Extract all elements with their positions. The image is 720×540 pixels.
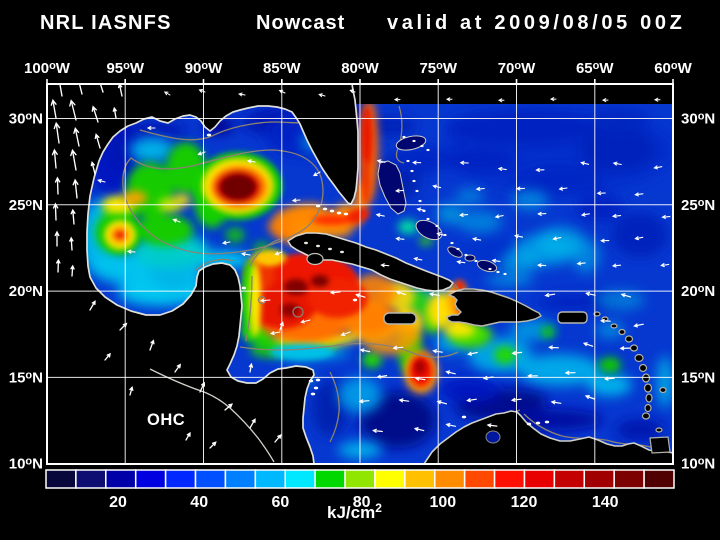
svg-text:120: 120 [511, 494, 538, 511]
svg-text:10oN: 10oN [681, 456, 715, 473]
svg-text:80oW: 80oW [341, 60, 379, 77]
svg-text:90oW: 90oW [185, 60, 223, 77]
svg-text:80: 80 [353, 494, 371, 511]
svg-text:85oW: 85oW [263, 60, 301, 77]
svg-text:70oW: 70oW [498, 60, 536, 77]
svg-text:Nowcast: Nowcast [256, 12, 345, 34]
svg-text:100: 100 [429, 494, 456, 511]
svg-text:30oN: 30oN [681, 111, 715, 128]
svg-text:30oN: 30oN [9, 111, 43, 128]
svg-text:95oW: 95oW [106, 60, 144, 77]
svg-text:140: 140 [592, 494, 619, 511]
svg-text:40: 40 [190, 494, 208, 511]
svg-text:15oN: 15oN [681, 369, 715, 386]
svg-text:10oN: 10oN [9, 456, 43, 473]
svg-text:OHC: OHC [147, 411, 185, 429]
svg-text:25oN: 25oN [681, 197, 715, 214]
svg-text:60: 60 [272, 494, 290, 511]
svg-text:100oW: 100oW [24, 60, 71, 77]
svg-text:65oW: 65oW [576, 60, 614, 77]
svg-text:20: 20 [109, 494, 127, 511]
svg-text:20oN: 20oN [9, 283, 43, 300]
svg-text:NRL IASNFS: NRL IASNFS [40, 12, 172, 34]
svg-text:20oN: 20oN [681, 283, 715, 300]
svg-text:25oN: 25oN [9, 197, 43, 214]
svg-text:75oW: 75oW [419, 60, 457, 77]
svg-text:kJ/cm2: kJ/cm2 [327, 501, 382, 522]
svg-text:60oW: 60oW [654, 60, 692, 77]
svg-text:15oN: 15oN [9, 369, 43, 386]
svg-text:valid at 2009/08/05 00Z: valid at 2009/08/05 00Z [387, 12, 686, 34]
